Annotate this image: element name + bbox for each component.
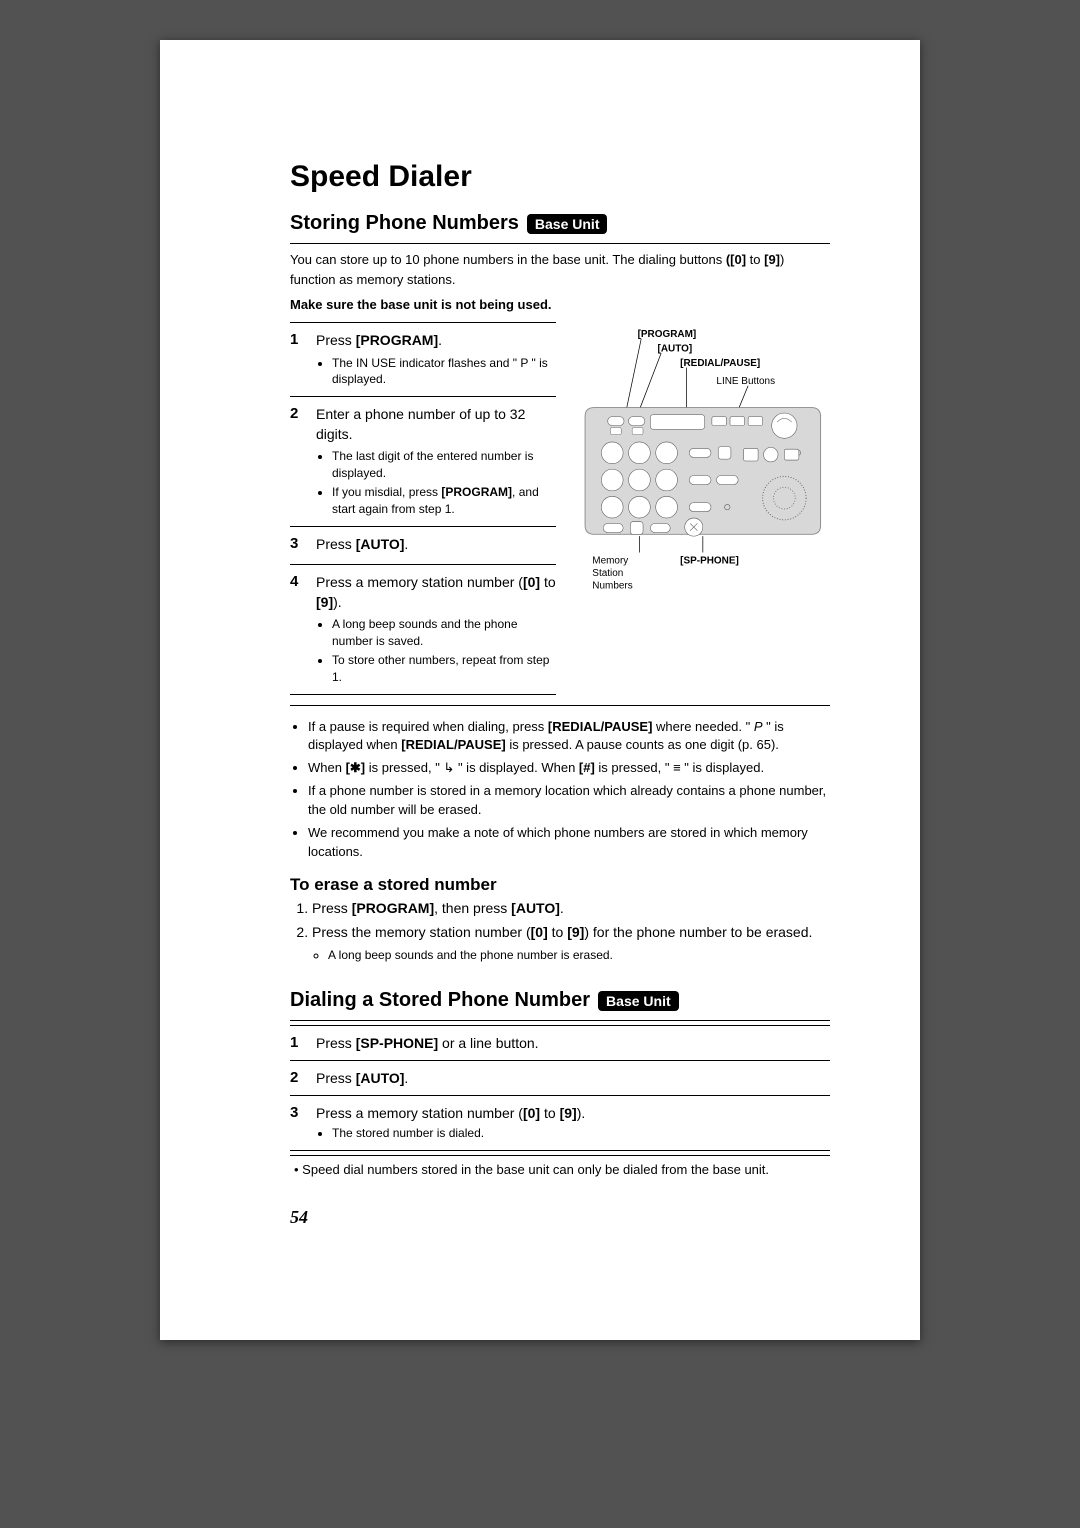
diagram-column: [PROGRAM] [AUTO] [REDIAL/PAUSE] LINE But… xyxy=(576,326,830,695)
label-program: [PROGRAM] xyxy=(638,329,697,340)
steps-column: 1 Press [PROGRAM]. The IN USE indicator … xyxy=(290,322,556,695)
erase-steps: Press [PROGRAM], then press [AUTO]. Pres… xyxy=(290,899,830,963)
step-number: 3 xyxy=(290,1104,306,1144)
dial-step-1: 1 Press [SP-PHONE] or a line button. xyxy=(290,1025,830,1060)
step-number: 1 xyxy=(290,331,306,390)
intro-text: You can store up to 10 phone numbers in … xyxy=(290,250,830,289)
manual-page: Speed Dialer Storing Phone Numbers Base … xyxy=(160,40,920,1340)
step-number: 3 xyxy=(290,535,306,559)
step-body: Press [AUTO]. xyxy=(316,535,556,559)
bottom-note: • Speed dial numbers stored in the base … xyxy=(290,1155,830,1177)
section-heading-dialing: Dialing a Stored Phone Number Base Unit xyxy=(290,989,830,1012)
notes-list: If a pause is required when dialing, pre… xyxy=(290,705,830,862)
label-redial: [REDIAL/PAUSE] xyxy=(681,358,761,369)
base-unit-badge: Base Unit xyxy=(598,991,679,1011)
base-unit-diagram: [PROGRAM] [AUTO] [REDIAL/PAUSE] LINE But… xyxy=(576,326,830,589)
section-heading-text: Storing Phone Numbers xyxy=(290,212,519,235)
section-heading-text: Dialing a Stored Phone Number xyxy=(290,989,590,1012)
step-body: Enter a phone number of up to 32 digits.… xyxy=(316,405,556,519)
label-memory-2: Station xyxy=(593,568,624,579)
warning-text: Make sure the base unit is not being use… xyxy=(290,297,830,312)
step-4: 4 Press a memory station number ([0] to … xyxy=(290,564,556,694)
divider xyxy=(290,243,830,244)
label-auto: [AUTO] xyxy=(658,343,693,354)
step-1: 1 Press [PROGRAM]. The IN USE indicator … xyxy=(290,322,556,396)
step-3: 3 Press [AUTO]. xyxy=(290,526,556,565)
erase-heading: To erase a stored number xyxy=(290,875,830,895)
page-title: Speed Dialer xyxy=(290,160,830,194)
base-unit-badge: Base Unit xyxy=(527,214,608,234)
step-body: Press a memory station number ([0] to [9… xyxy=(316,573,556,687)
step-number: 2 xyxy=(290,1069,306,1089)
step-number: 1 xyxy=(290,1034,306,1054)
keypad xyxy=(602,442,678,518)
step-body: Press [PROGRAM]. The IN USE indicator fl… xyxy=(316,331,556,390)
section-heading-storing: Storing Phone Numbers Base Unit xyxy=(290,212,830,235)
step-number: 4 xyxy=(290,573,306,687)
label-spphone: [SP-PHONE] xyxy=(681,555,740,566)
dial-step-3: 3 Press a memory station number ([0] to … xyxy=(290,1095,830,1151)
label-memory-3: Numbers xyxy=(593,581,633,589)
dial-step-2: 2 Press [AUTO]. xyxy=(290,1060,830,1095)
page-number: 54 xyxy=(290,1207,830,1228)
two-column-layout: 1 Press [PROGRAM]. The IN USE indicator … xyxy=(290,322,830,695)
label-line-buttons: LINE Buttons xyxy=(717,376,776,387)
step-number: 2 xyxy=(290,405,306,519)
step-2: 2 Enter a phone number of up to 32 digit… xyxy=(290,396,556,525)
divider xyxy=(290,1020,830,1021)
label-memory-1: Memory xyxy=(593,555,629,566)
